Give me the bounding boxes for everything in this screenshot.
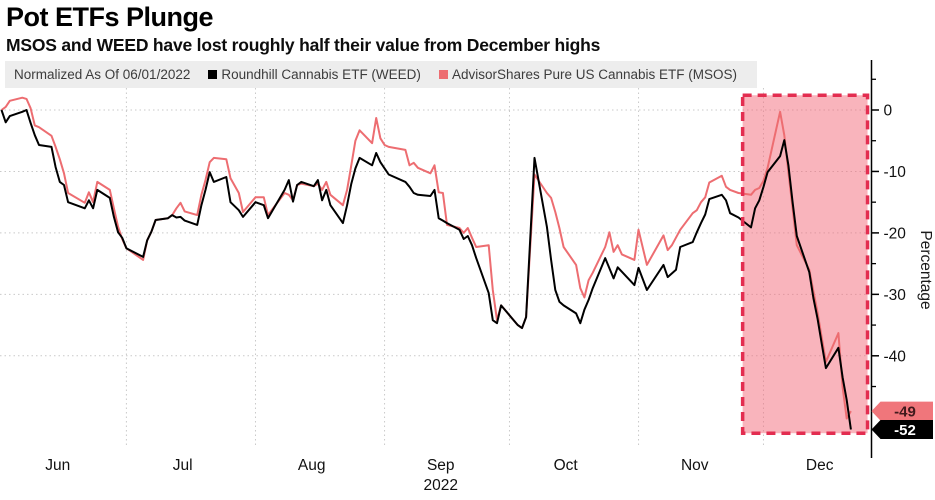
msos-line [0, 96, 852, 420]
msos-last-value-badge [871, 401, 933, 421]
x-axis-month-label: Jun [45, 457, 70, 474]
x-axis-month-label: Sep [427, 457, 455, 474]
legend-item-msos: AdvisorShares Pure US Cannabis ETF (MSOS… [438, 67, 738, 82]
msos-legend-swatch-icon [438, 70, 448, 79]
y-axis-tick-label: -40 [884, 348, 907, 365]
y-axis-tick-label: -20 [884, 225, 907, 242]
y-axis-tick-label: 0 [884, 103, 893, 120]
y-axis-tick-label: -30 [884, 287, 907, 304]
x-axis-year-label: 2022 [424, 477, 458, 494]
legend-item-weed: Roundhill Cannabis ETF (WEED) [208, 67, 421, 82]
weed-line [0, 109, 852, 430]
x-axis-month-label: Dec [806, 457, 834, 474]
x-axis-month-label: Aug [298, 457, 326, 474]
highlight-region-border [740, 93, 870, 435]
x-axis-month-label: Oct [554, 457, 579, 474]
legend-bar: Normalized As Of 06/01/2022 Roundhill Ca… [5, 61, 757, 88]
page-title: Pot ETFs Plunge [6, 2, 214, 32]
normalized-label: Normalized As Of 06/01/2022 [14, 67, 191, 82]
y-axis-tick-label: -10 [884, 164, 907, 181]
page-subtitle: MSOS and WEED have lost roughly half the… [6, 35, 601, 55]
weed-last-value-label: -52 [894, 422, 916, 439]
y-axis-title: Percentage [917, 230, 934, 309]
legend-item-msos-label: AdvisorShares Pure US Cannabis ETF (MSOS… [451, 67, 738, 82]
msos-last-value-label: -49 [894, 404, 916, 421]
x-axis-month-label: Jul [173, 457, 193, 474]
legend-item-weed-label: Roundhill Cannabis ETF (WEED) [221, 67, 421, 82]
highlight-region [742, 95, 868, 434]
x-axis-month-label: Nov [681, 457, 709, 474]
weed-legend-swatch-icon [208, 70, 218, 79]
weed-last-value-badge [871, 420, 933, 440]
